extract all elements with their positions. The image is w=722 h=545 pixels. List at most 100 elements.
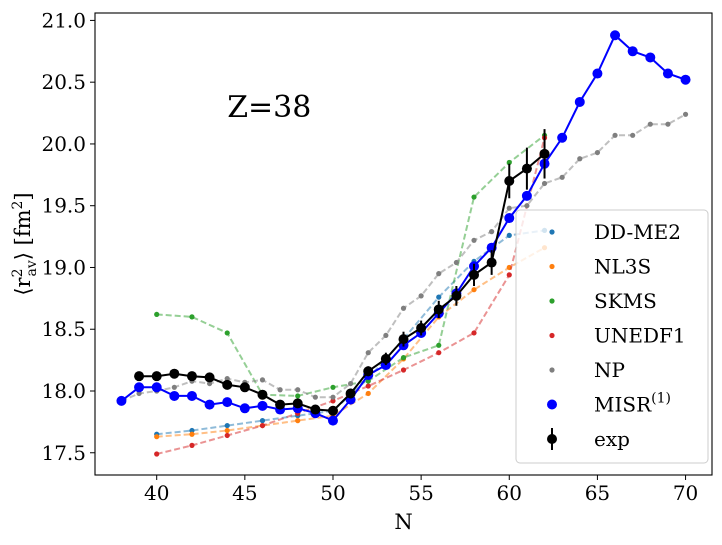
- data-point: [453, 259, 459, 266]
- data-point: [398, 334, 409, 345]
- data-point: [365, 383, 371, 389]
- data-point: [186, 371, 197, 382]
- data-point: [134, 382, 145, 393]
- data-point: [259, 377, 266, 383]
- data-point: [471, 237, 477, 243]
- legend-label: NL3S: [594, 255, 651, 279]
- data-point: [574, 96, 585, 107]
- data-point: [521, 163, 532, 174]
- y-tick-label: 18.0: [41, 379, 86, 403]
- data-point: [436, 342, 442, 348]
- data-point: [330, 398, 336, 404]
- data-point: [222, 397, 233, 408]
- plot-frame: [94, 12, 713, 476]
- data-point: [436, 294, 442, 300]
- data-point: [610, 30, 621, 41]
- x-axis-title: N: [394, 510, 412, 534]
- y-tick-label: 19.5: [41, 194, 86, 218]
- data-point: [627, 46, 638, 57]
- data-point: [504, 213, 515, 224]
- data-point: [630, 132, 636, 138]
- data-point: [327, 405, 338, 416]
- data-point: [239, 403, 250, 414]
- data-point: [471, 330, 477, 336]
- data-point: [592, 68, 603, 79]
- legend-label: MISR(1): [594, 391, 671, 417]
- data-point: [682, 111, 689, 117]
- y-axis-title: ⟨r2av⟩ [fm2]: [10, 192, 40, 295]
- x-tick-label: 70: [673, 481, 698, 505]
- data-point: [310, 404, 321, 415]
- legend-entry: NL3S: [549, 255, 651, 279]
- data-point: [451, 290, 462, 301]
- data-point: [486, 257, 497, 268]
- y-tick-label: 21.0: [41, 8, 86, 32]
- data-point: [506, 272, 512, 278]
- legend-label: DD-ME2: [594, 220, 681, 244]
- y-tick-label: 17.5: [41, 441, 86, 465]
- data-point: [259, 422, 266, 429]
- data-point: [559, 174, 565, 180]
- x-tick-label: 50: [320, 481, 345, 505]
- data-point: [222, 379, 233, 390]
- legend-entry: UNEDF1: [549, 324, 686, 348]
- legend-entry: DD-ME2: [549, 220, 681, 244]
- data-point: [400, 305, 407, 311]
- x-tick-label: 55: [408, 481, 433, 505]
- data-point: [436, 271, 442, 277]
- data-point: [647, 121, 653, 127]
- data-point: [295, 418, 301, 424]
- data-point: [506, 232, 512, 238]
- data-point: [154, 451, 160, 457]
- data-point: [277, 387, 283, 393]
- data-point: [171, 384, 177, 390]
- legend-marker: [549, 367, 555, 373]
- data-point: [506, 205, 512, 211]
- legend-marker: [547, 399, 557, 410]
- data-point: [189, 314, 195, 320]
- data-point: [345, 388, 356, 399]
- data-point: [645, 52, 656, 63]
- legend-marker: [549, 229, 555, 235]
- data-point: [169, 390, 180, 401]
- series-line: [156, 246, 545, 438]
- data-point: [224, 330, 230, 336]
- series-np: [118, 111, 689, 404]
- legend-marker: [547, 434, 557, 444]
- data-point: [224, 427, 230, 434]
- data-point: [189, 427, 195, 434]
- data-point: [433, 304, 444, 315]
- data-point: [363, 366, 374, 377]
- data-point: [330, 394, 336, 400]
- data-point: [365, 390, 371, 397]
- series-exp: [134, 129, 550, 416]
- data-point: [506, 159, 512, 166]
- data-point: [348, 380, 354, 387]
- data-point: [204, 399, 215, 410]
- data-point: [557, 132, 568, 143]
- legend-marker: [549, 263, 555, 270]
- series-line: [139, 153, 546, 412]
- data-point: [136, 390, 142, 397]
- y-tick-label: 20.0: [41, 132, 86, 156]
- series-line: [156, 137, 546, 455]
- data-point: [186, 390, 197, 401]
- x-tick-label: 45: [232, 481, 257, 505]
- data-point: [224, 376, 230, 382]
- data-point: [541, 180, 548, 187]
- data-point: [169, 368, 180, 379]
- data-point: [400, 367, 407, 373]
- data-point: [471, 194, 477, 200]
- data-point: [257, 389, 268, 400]
- data-point: [577, 156, 583, 162]
- data-point: [539, 148, 550, 159]
- legend-label: UNEDF1: [594, 324, 686, 348]
- legend-label: exp: [594, 427, 630, 451]
- series-layer: [116, 30, 691, 457]
- axes-layer: 40 45 50 55 60 65 70 17.5 18.0 18.5 19.0 19.5 20.0 20…: [10, 8, 713, 534]
- data-point: [154, 311, 160, 318]
- data-point: [151, 382, 162, 393]
- data-point: [330, 384, 336, 390]
- data-point: [594, 149, 601, 156]
